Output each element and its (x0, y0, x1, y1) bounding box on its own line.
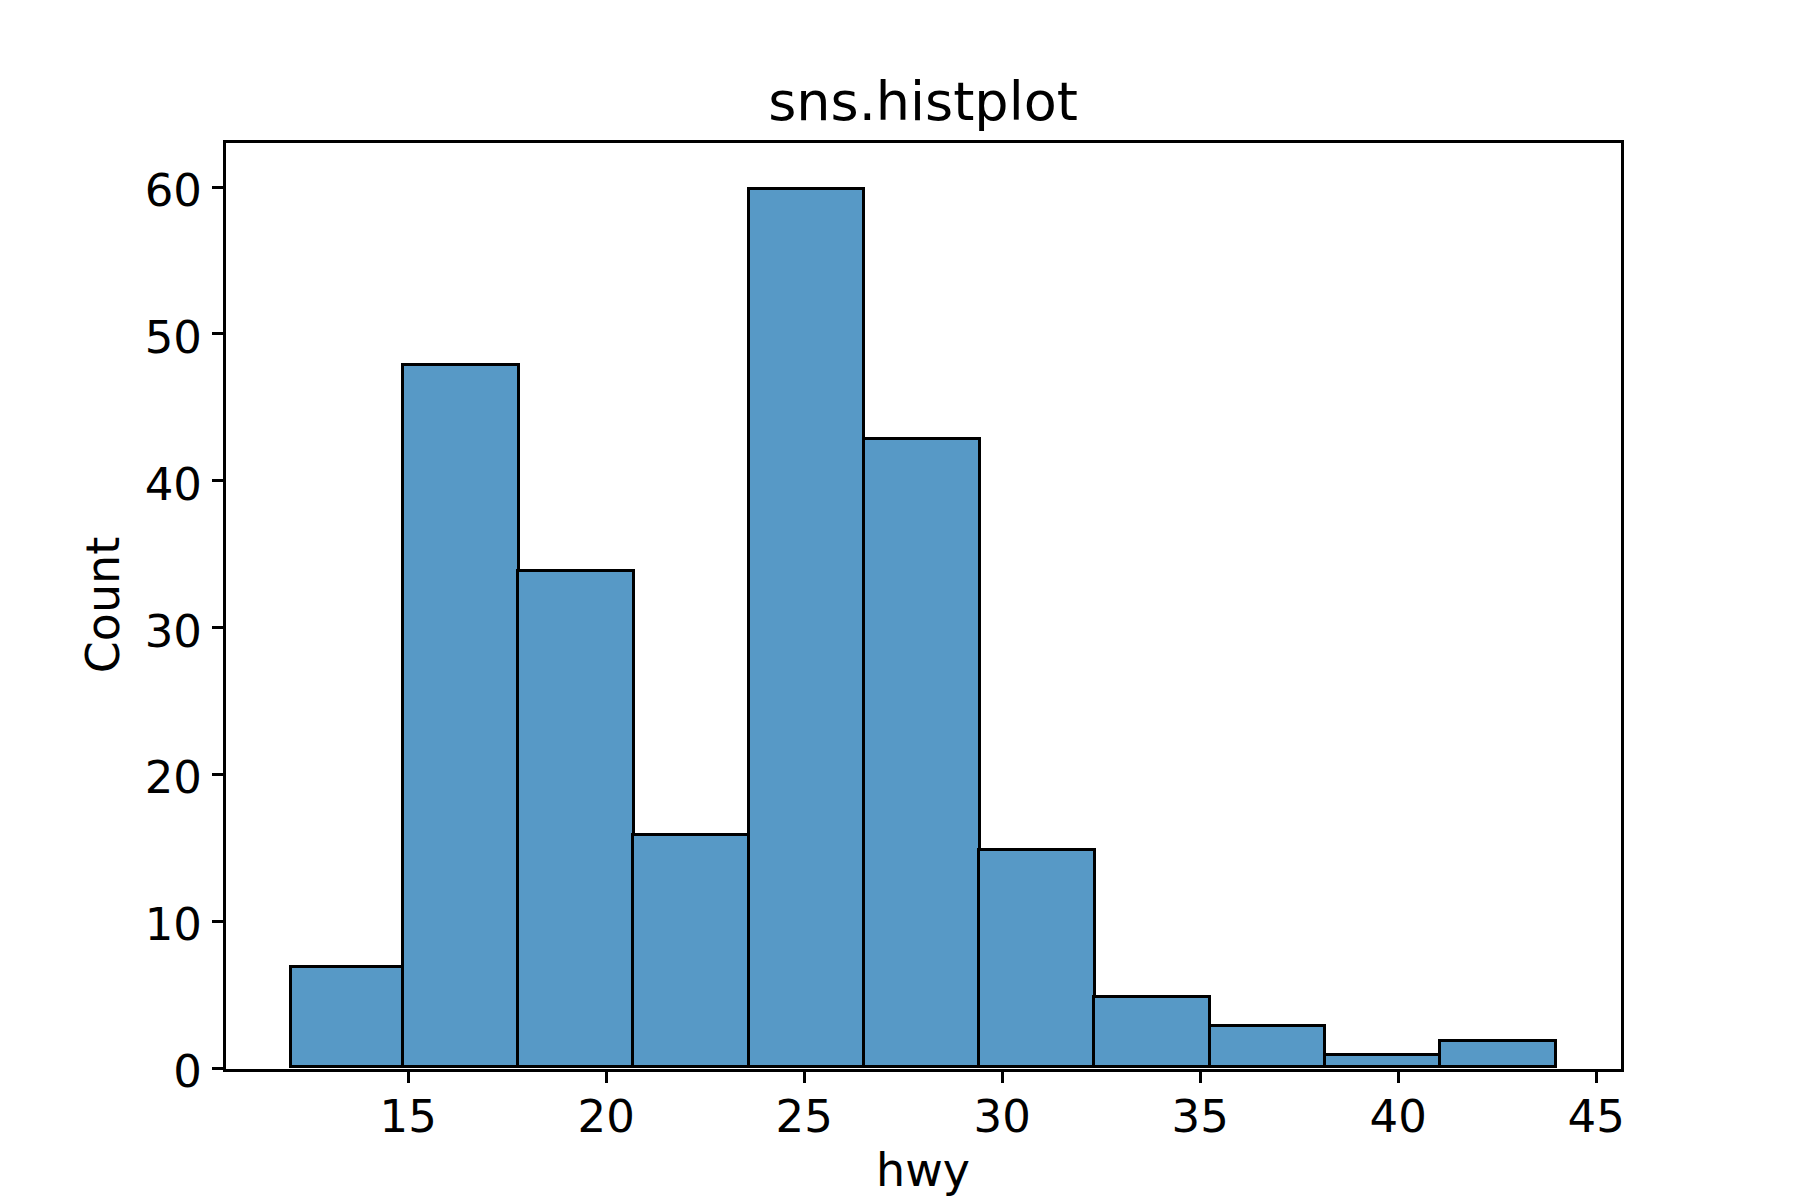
histogram-bar (862, 437, 981, 1068)
x-tick-label: 45 (1506, 1094, 1686, 1139)
x-axis-label: hwy (226, 1146, 1620, 1194)
histogram-bar (631, 833, 750, 1068)
x-tick-label: 15 (318, 1094, 498, 1139)
x-tick (1199, 1070, 1202, 1083)
y-tick (212, 186, 225, 189)
x-tick (407, 1070, 410, 1083)
x-tick-label: 40 (1308, 1094, 1488, 1139)
x-tick-label: 30 (912, 1094, 1092, 1139)
y-tick (212, 332, 225, 335)
y-axis-label-text: Count (79, 537, 127, 674)
histogram-bar (747, 187, 866, 1068)
y-tick-label: 0 (0, 1049, 202, 1094)
bars-layer (226, 143, 1620, 1068)
y-tick (212, 626, 225, 629)
histogram-bar (1092, 995, 1211, 1068)
x-tick (1397, 1070, 1400, 1083)
y-tick-label: 50 (0, 315, 202, 360)
histogram-bar (289, 965, 404, 1068)
y-tick (212, 920, 225, 923)
x-tick (605, 1070, 608, 1083)
histogram-bar (1323, 1053, 1442, 1068)
histogram-bar (401, 363, 520, 1068)
y-tick-label: 10 (0, 902, 202, 947)
y-tick (212, 1067, 225, 1070)
histogram-bar (1208, 1024, 1327, 1068)
y-tick (212, 479, 225, 482)
x-tick (1595, 1070, 1598, 1083)
x-tick-label: 35 (1110, 1094, 1290, 1139)
y-tick-label: 40 (0, 462, 202, 507)
y-tick (212, 773, 225, 776)
histogram-bar (977, 848, 1096, 1068)
x-tick-label: 20 (516, 1094, 696, 1139)
histogram-bar (1438, 1039, 1557, 1068)
x-tick-label: 25 (714, 1094, 894, 1139)
plot-area (226, 143, 1620, 1068)
x-tick (1001, 1070, 1004, 1083)
histogram-bar (516, 569, 635, 1068)
y-tick-label: 60 (0, 168, 202, 213)
chart-title: sns.histplot (226, 74, 1620, 130)
x-tick (803, 1070, 806, 1083)
y-tick-label: 20 (0, 755, 202, 800)
figure: sns.histplot 152025303540450102030405060… (0, 0, 1800, 1200)
